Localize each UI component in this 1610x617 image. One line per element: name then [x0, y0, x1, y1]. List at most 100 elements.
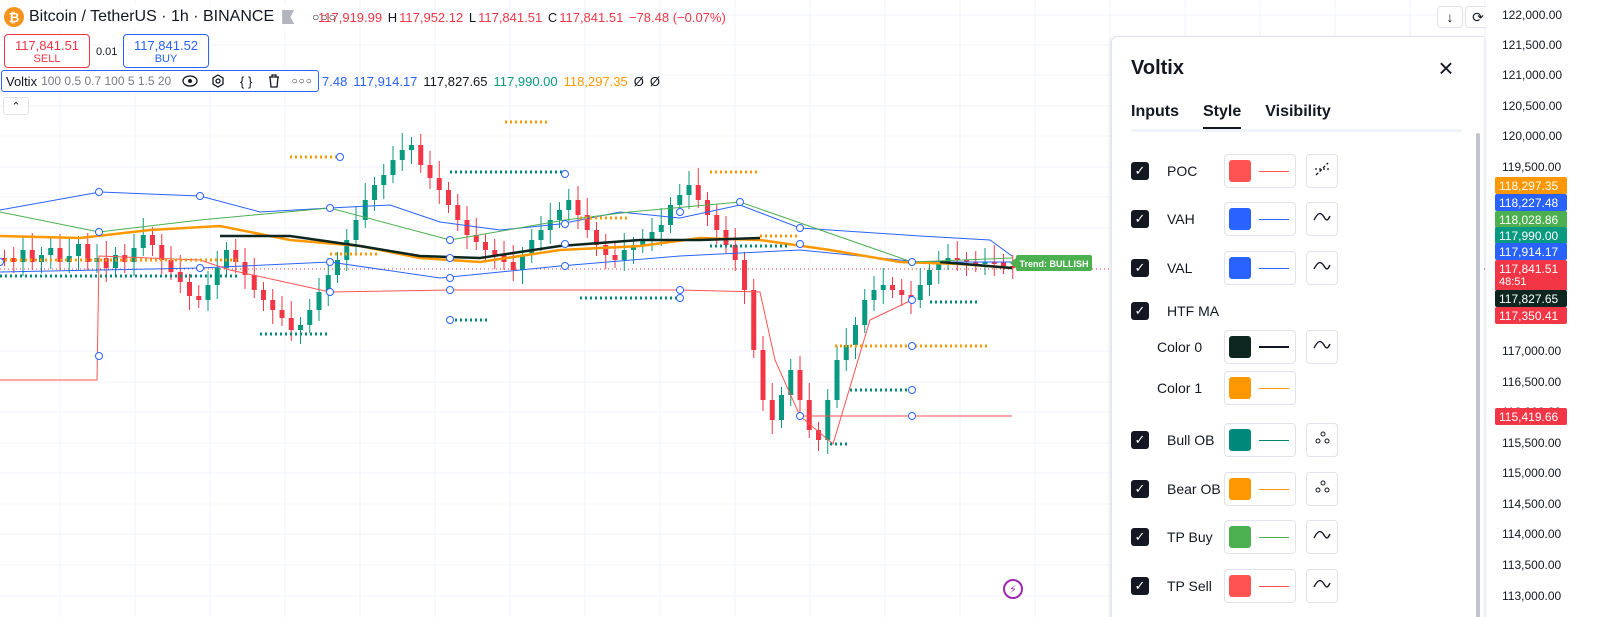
curve-icon	[1313, 528, 1331, 546]
candle-body	[612, 255, 618, 260]
close-icon[interactable]: ×	[1438, 53, 1454, 83]
plot-style-button[interactable]	[1306, 330, 1338, 364]
trash-icon[interactable]	[265, 72, 283, 90]
candle-body	[492, 250, 498, 255]
candle-body	[48, 248, 54, 255]
candle-body	[205, 285, 211, 300]
color-swatch-button[interactable]	[1224, 202, 1296, 236]
collapse-legend-button[interactable]: ⌃	[3, 97, 29, 115]
candle-body	[871, 290, 877, 300]
candle-body	[20, 250, 26, 262]
symbol-legend[interactable]: ₿ Bitcoin / TetherUS · 1h · BINANCE ○○○	[0, 4, 343, 30]
tab-visibility[interactable]: Visibility	[1265, 103, 1331, 120]
color-swatch-button[interactable]	[1224, 472, 1296, 506]
indicator-value: 118,297.35	[563, 74, 628, 89]
color-swatch-button[interactable]	[1224, 569, 1296, 603]
symbol-title[interactable]: Bitcoin / TetherUS · 1h · BINANCE	[29, 8, 275, 25]
lightning-icon[interactable]: ⚡	[1003, 579, 1023, 599]
price-tick: 113,500.00	[1502, 558, 1562, 572]
tab-style[interactable]: Style	[1203, 103, 1242, 130]
plot-style-button[interactable]	[1306, 472, 1338, 506]
tp-buy-line	[0, 201, 1013, 263]
level-marker	[908, 412, 916, 420]
level-marker	[446, 286, 454, 294]
candle-body	[732, 245, 738, 260]
eye-icon[interactable]	[181, 72, 199, 90]
plot-style-button[interactable]	[1306, 202, 1338, 236]
plot-style-button[interactable]	[1306, 251, 1338, 285]
color-swatch-button[interactable]	[1224, 251, 1296, 285]
buy-button[interactable]: 117,841.52 BUY	[123, 34, 209, 68]
candle-body	[954, 258, 960, 260]
refresh-button[interactable]: ⟳	[1465, 6, 1491, 28]
color-swatch-button[interactable]	[1224, 520, 1296, 554]
plot-style-button[interactable]	[1306, 520, 1338, 554]
line-preview	[1259, 488, 1289, 490]
price-tick: 115,000.00	[1502, 466, 1562, 480]
sell-button[interactable]: 117,841.51 SELL	[4, 34, 90, 68]
price-tick: 114,000.00	[1502, 527, 1562, 541]
flag-icon[interactable]	[282, 10, 295, 24]
candle-body	[991, 262, 997, 264]
indicator-legend[interactable]: Voltix 100 0.5 0.7 100 5 1.5 20 { } ○○○	[1, 70, 319, 92]
candle-body	[677, 195, 683, 205]
price-tick: 120,500.00	[1502, 99, 1563, 113]
checkbox[interactable]: ✓	[1131, 577, 1149, 595]
color-swatch-button[interactable]	[1224, 423, 1296, 457]
plot-style-button[interactable]	[1306, 154, 1338, 188]
curve-icon	[1313, 259, 1331, 277]
low-prefix: L	[468, 10, 477, 25]
high-value: 117,952.12	[399, 10, 464, 25]
level-marker	[908, 342, 916, 350]
style-row-bear-ob: ✓ Bear OB	[1131, 472, 1461, 506]
level-marker	[95, 228, 103, 236]
dialog-scrollbar[interactable]	[1476, 133, 1480, 617]
plot-style-button[interactable]	[1306, 569, 1338, 603]
level-marker	[908, 258, 916, 266]
level-marker	[326, 204, 334, 212]
checkbox[interactable]: ✓	[1131, 528, 1149, 546]
style-row-vah: ✓ VAH	[1131, 202, 1461, 236]
candle-body	[66, 256, 72, 262]
candle-body	[566, 200, 572, 210]
line-preview	[1259, 387, 1289, 389]
checkbox[interactable]: ✓	[1131, 210, 1149, 228]
color-box	[1229, 336, 1251, 358]
line-preview	[1259, 170, 1289, 172]
candle-body	[649, 232, 655, 240]
style-row-color-1: Color 1	[1131, 371, 1461, 405]
plot-style-button[interactable]	[1306, 423, 1338, 457]
price-label: 118,227.48	[1495, 194, 1567, 211]
tab-inputs[interactable]: Inputs	[1131, 103, 1179, 120]
checkbox[interactable]: ✓	[1131, 302, 1149, 320]
candle-body	[409, 145, 414, 150]
color-swatch-button[interactable]	[1224, 371, 1296, 405]
price-scale[interactable]: 122,000.00 121,500.00 121,000.00 120,500.00…	[1486, 0, 1610, 617]
checkbox[interactable]: ✓	[1131, 259, 1149, 277]
indicator-name[interactable]: Voltix	[6, 73, 38, 89]
dialog-title: Voltix	[1131, 57, 1184, 79]
price-tick: 113,000.00	[1502, 589, 1562, 603]
candle-body	[251, 275, 257, 290]
source-code-icon[interactable]: { }	[240, 73, 253, 89]
indicator-value: Ø	[633, 74, 644, 89]
price-label: 118,297.35	[1495, 177, 1567, 194]
settings-gear-icon[interactable]	[209, 72, 227, 90]
candle-body	[760, 350, 766, 400]
checkbox[interactable]: ✓	[1131, 480, 1149, 498]
more-options-icon[interactable]: ○○○	[291, 75, 313, 87]
indicator-params: 100 0.5 0.7 100 5 1.5 20	[41, 74, 172, 88]
candle-body	[723, 230, 729, 245]
row-label: Bear OB	[1167, 481, 1221, 497]
checkbox[interactable]: ✓	[1131, 162, 1149, 180]
candle-body	[705, 200, 710, 215]
candle-body	[372, 185, 377, 200]
color-swatch-button[interactable]	[1224, 154, 1296, 188]
candle-body	[122, 255, 128, 262]
level-marker	[676, 208, 684, 216]
scroll-down-button[interactable]: ↓	[1437, 6, 1463, 28]
more-options-icon[interactable]: ○○○	[312, 10, 337, 24]
color-swatch-button[interactable]	[1224, 330, 1296, 364]
checkbox[interactable]: ✓	[1131, 431, 1149, 449]
curve-icon	[1313, 210, 1331, 228]
